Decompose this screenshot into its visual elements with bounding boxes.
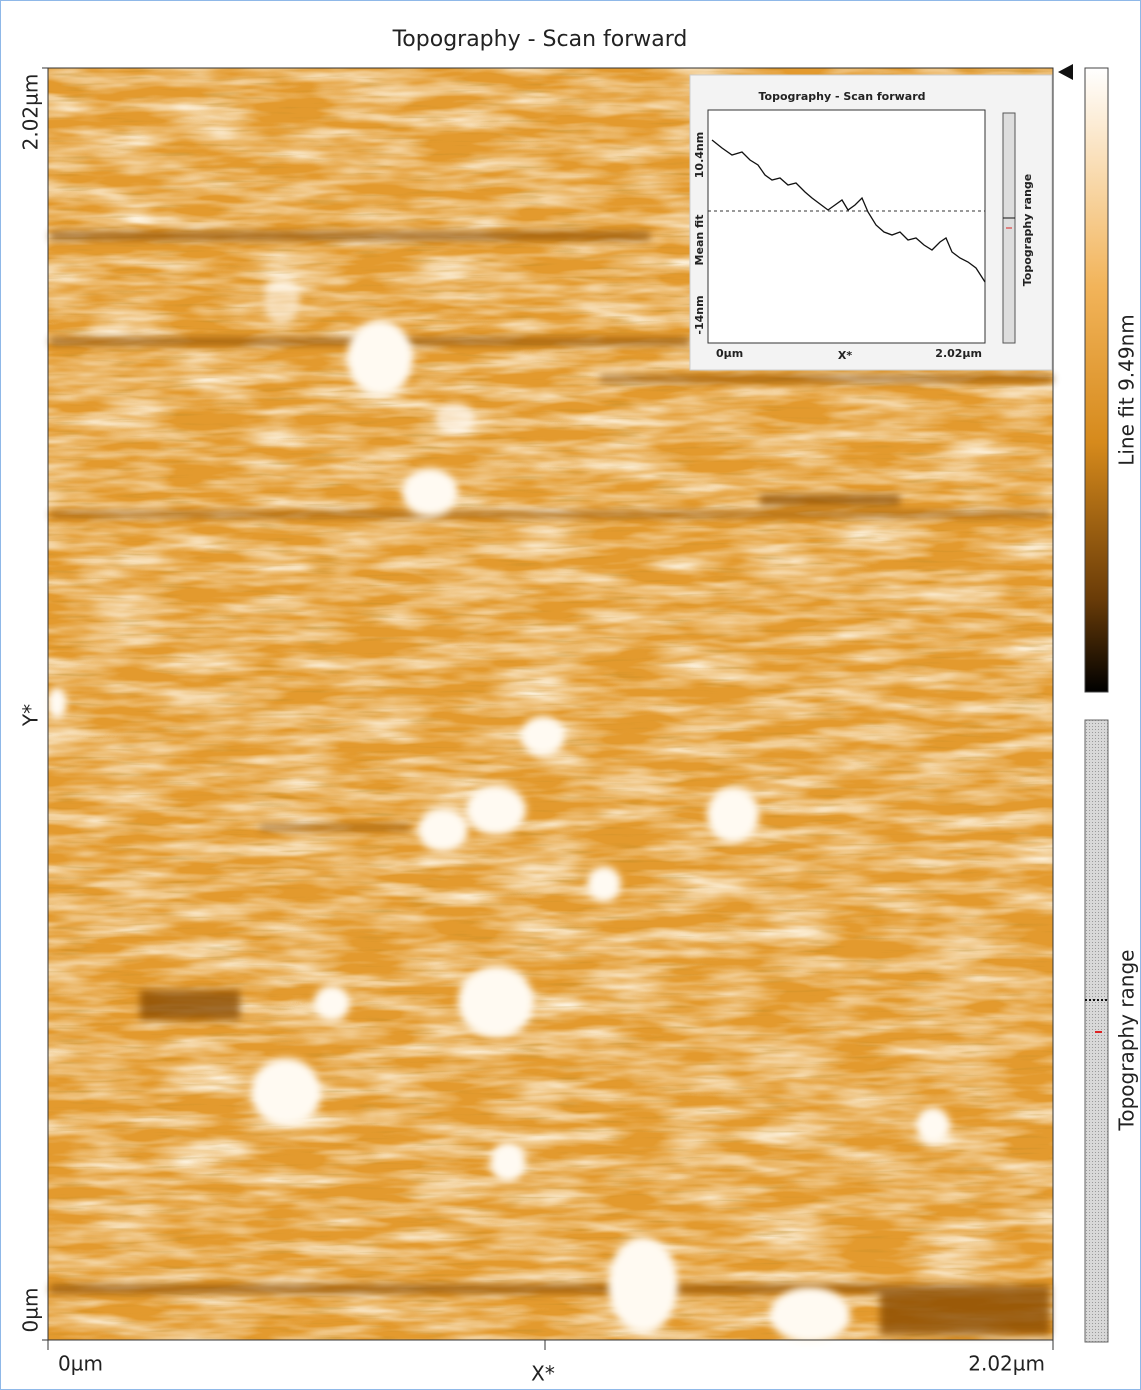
image-title: Topography - Scan forward [392,27,688,52]
inset-bar-label: Topography range [1021,174,1034,286]
inset-x-min: 0µm [716,347,743,360]
y-min-label: 0µm [19,1288,43,1333]
y-axis-label: Y* [19,704,43,727]
axis-ticks [42,67,1054,1350]
y-max-label: 2.02µm [19,74,43,151]
marker-triangle [1058,64,1073,80]
range-bar-label: Topography range [1115,950,1139,1132]
inset-title: Topography - Scan forward [758,90,925,103]
colorbar-label: Line fit 9.49nm [1115,314,1139,466]
x-min-label: 0µm [58,1352,103,1376]
inset-x-label: X* [838,349,852,362]
colorbar [1084,67,1109,693]
inset-y-mid: Mean fit [693,215,706,266]
x-max-label: 2.02µm [968,1352,1045,1376]
inset-y-max: 10.4nm [693,132,706,178]
inset-x-max: 2.02µm [935,347,982,360]
inset-y-min: -14nm [693,295,706,334]
x-axis-label: X* [531,1362,555,1386]
inset-profile: Topography - Scan forward 10.4nm Mean fi… [689,74,1053,371]
